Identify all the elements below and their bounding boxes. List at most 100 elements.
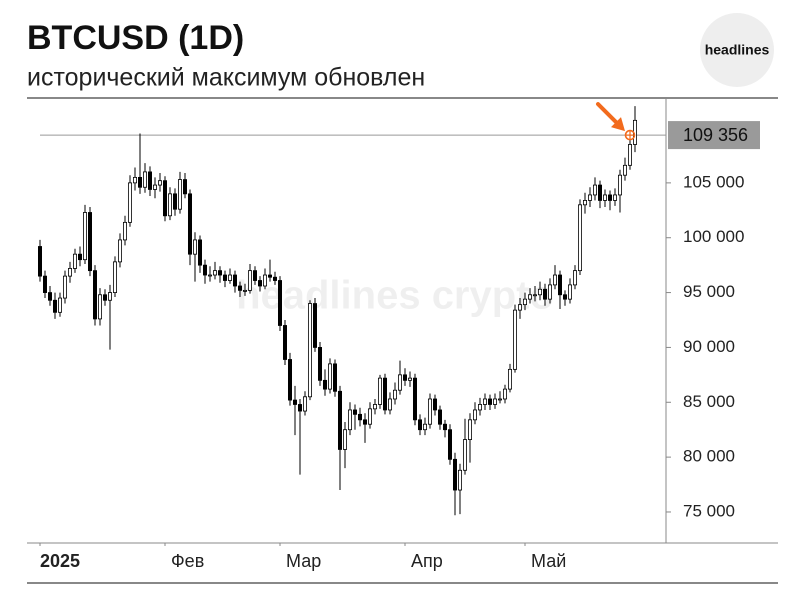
candle-body — [68, 268, 73, 277]
watermark: headlines crypto — [236, 274, 554, 318]
x-tick-label: Мар — [286, 551, 321, 571]
candle-body — [73, 253, 78, 269]
y-tick-label: 105 000 — [683, 172, 744, 191]
candle-body — [167, 193, 172, 217]
candle-body — [192, 239, 197, 255]
candle-body — [38, 246, 43, 277]
candle-body — [292, 399, 297, 405]
candle-body — [427, 398, 432, 425]
candle-body — [118, 239, 123, 263]
candle-body — [262, 274, 267, 287]
x-tick-label: Май — [531, 551, 566, 571]
candle-body — [482, 398, 487, 405]
x-tick-label: Фев — [171, 551, 204, 571]
candle-body — [147, 171, 152, 190]
candle-body — [182, 179, 187, 195]
candle-body — [543, 288, 548, 300]
candle-body — [172, 193, 177, 210]
candle-body — [397, 374, 402, 391]
candle-body — [613, 194, 618, 201]
candle-body — [372, 404, 377, 410]
candle-body — [377, 377, 382, 405]
candle-body — [487, 398, 492, 405]
y-tick-label: 75 000 — [683, 501, 735, 520]
candle-body — [387, 398, 392, 411]
candle-body — [327, 363, 332, 390]
y-tick-label: 85 000 — [683, 392, 735, 411]
chart-subtitle: исторический максимум обновлен — [27, 64, 425, 92]
candle-body — [132, 176, 137, 184]
candle-body — [362, 419, 367, 425]
candle-body — [58, 297, 63, 313]
candle-body — [322, 379, 327, 390]
candle-body — [267, 274, 272, 278]
candle-body — [332, 363, 337, 392]
candle-body — [558, 274, 563, 296]
candle-body — [477, 404, 482, 411]
candle-body — [457, 469, 462, 491]
candle-body — [312, 303, 317, 348]
candle-body — [162, 180, 167, 217]
candle-body — [287, 359, 292, 401]
candle-body — [177, 179, 182, 210]
candle-body — [598, 184, 603, 201]
candle-body — [382, 377, 387, 411]
candle-body — [53, 299, 58, 313]
candle-body — [222, 274, 227, 281]
chart-title: BTCUSD (1D) — [27, 19, 244, 57]
candle-body — [583, 200, 588, 206]
x-tick-label: Апр — [411, 551, 443, 571]
candle-body — [127, 182, 132, 223]
candle-body — [247, 270, 252, 291]
candle-body — [578, 204, 583, 272]
candle-body — [277, 280, 282, 326]
candle-body — [123, 221, 128, 241]
candle-body — [442, 423, 447, 431]
candle-body — [407, 377, 412, 381]
candle-body — [548, 284, 553, 300]
candle-body — [302, 396, 307, 412]
candle-body — [533, 294, 538, 297]
candle-body — [447, 429, 452, 460]
candle-body — [573, 270, 578, 286]
candle-body — [357, 413, 362, 421]
candle-body — [513, 309, 518, 370]
candle-body — [142, 171, 147, 188]
price-label: 109 356 — [683, 125, 748, 145]
candle-body — [212, 270, 217, 276]
candle-body — [492, 398, 497, 405]
candle-body — [392, 389, 397, 400]
candle-body — [452, 458, 457, 491]
candle-body — [78, 253, 83, 261]
candle-body — [497, 398, 502, 401]
arrow-head — [611, 117, 625, 132]
candle-body — [43, 275, 48, 293]
candle-body — [337, 390, 342, 450]
candle-body — [352, 409, 357, 415]
candle-body — [593, 184, 598, 196]
candle-body — [137, 176, 142, 188]
candle-body — [197, 239, 202, 266]
candle-body — [588, 194, 593, 201]
candle-body — [553, 274, 558, 286]
candle-body — [242, 289, 247, 292]
logo-circle — [700, 13, 774, 87]
candle-body — [568, 284, 573, 300]
candle-body — [538, 288, 543, 296]
candle-body — [623, 164, 628, 176]
candle-body — [237, 285, 242, 291]
y-tick-label: 80 000 — [683, 447, 735, 466]
candle-body — [83, 212, 88, 261]
price-label-box — [668, 121, 760, 150]
candle-body — [417, 419, 422, 431]
candle-body — [528, 294, 533, 300]
candle-body — [472, 409, 477, 421]
candle-body — [88, 212, 93, 272]
candle-body — [63, 275, 68, 299]
y-tick-label: 90 000 — [683, 337, 735, 356]
candle-body — [257, 280, 262, 287]
candle-body — [217, 270, 222, 276]
candle-body — [103, 294, 108, 301]
candle-body — [202, 264, 207, 276]
